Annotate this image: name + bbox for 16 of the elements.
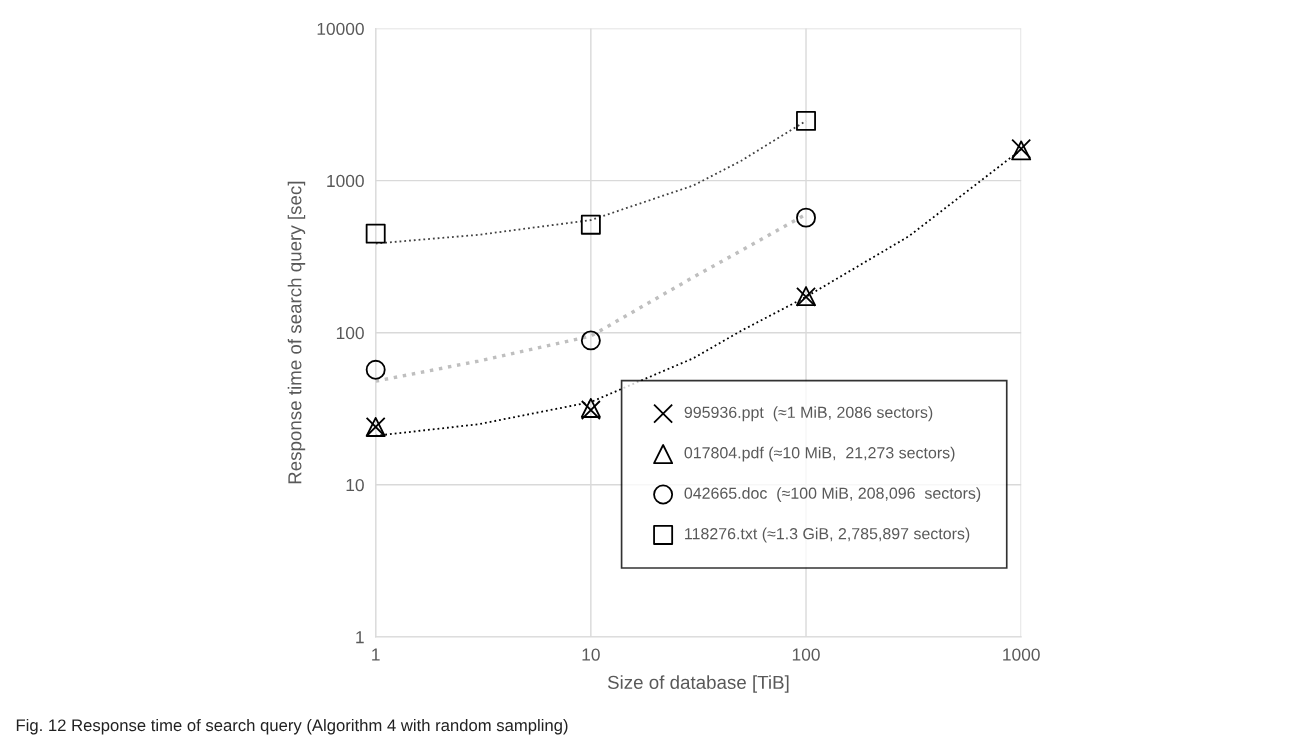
y-tick-label: 10000 (317, 22, 364, 35)
y-tick-label: 1000 (327, 174, 364, 188)
x-tick-label: 1000 (1003, 648, 1040, 661)
y-axis-title: Response time of search query [sec] (287, 181, 306, 484)
x-tick-label: 10 (582, 648, 600, 661)
y-tick-label: 100 (336, 326, 364, 340)
legend-label: 118276.txt (≈1.3 GiB, 2,785,897 sectors) (685, 527, 970, 543)
legend-label: 995936.ppt (≈1 MiB, 2086 sectors) (684, 406, 933, 422)
x-tick-label: 100 (792, 648, 820, 661)
x-tick-label: 1 (372, 648, 380, 661)
y-tick-label: 10 (346, 478, 364, 492)
y-tick-label: 1 (356, 631, 364, 644)
legend-label: 017804.pdf (≈10 MiB, 21,273 sectors) (684, 446, 955, 462)
caption: Fig. 12 Response time of search query (Algorithm 4 with random sampling) (16, 718, 568, 735)
legend-label: 042665.doc (≈100 MiB, 208,096 sectors) (684, 487, 981, 503)
x-axis-title: Size of database [TiB] (607, 675, 789, 693)
